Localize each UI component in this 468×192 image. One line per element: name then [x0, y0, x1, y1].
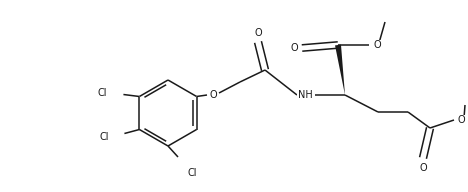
- Text: NH: NH: [298, 90, 312, 100]
- Text: O: O: [209, 90, 217, 100]
- Text: O: O: [290, 43, 298, 53]
- Text: O: O: [458, 115, 466, 125]
- Text: Cl: Cl: [98, 88, 108, 98]
- Text: O: O: [419, 163, 427, 173]
- Text: O: O: [254, 28, 262, 38]
- Text: Cl: Cl: [188, 168, 197, 178]
- Polygon shape: [335, 45, 345, 95]
- Text: O: O: [373, 40, 380, 50]
- Text: Cl: Cl: [100, 132, 110, 142]
